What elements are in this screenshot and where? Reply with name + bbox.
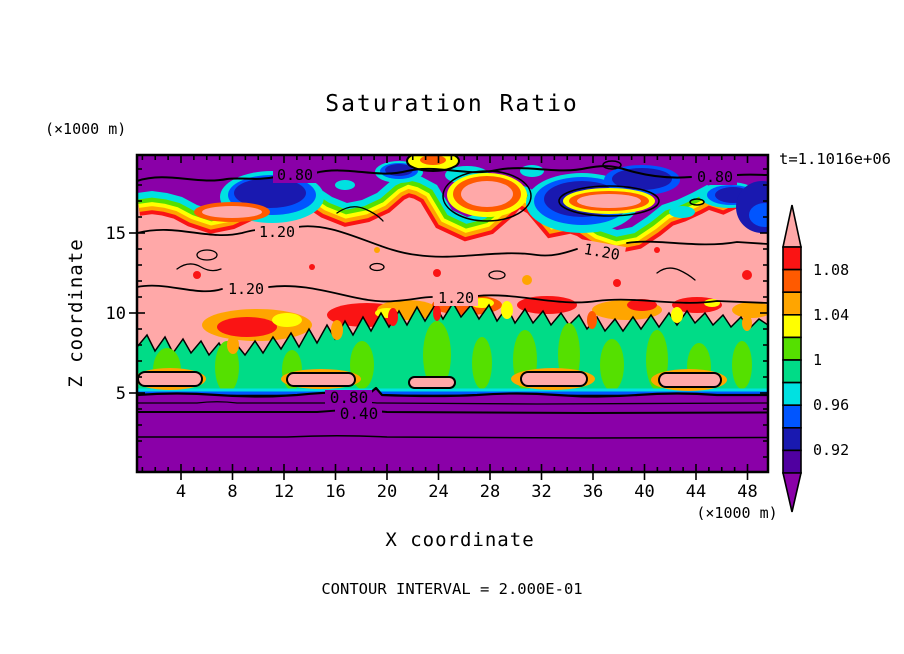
colorbar-tick-label: 1.08 [813, 261, 849, 279]
bottom-fringe-blue [137, 391, 768, 395]
x-tick-label: 24 [428, 482, 448, 502]
x-tick-label: 48 [737, 482, 757, 502]
y-axis-unit: (×1000 m) [45, 120, 126, 138]
map-area: 0.80 0.80 1.20 1.20 1.20 1.20 0.80 0.40 [137, 155, 768, 472]
contour-label: 1.20 [228, 280, 264, 298]
colorbar-arrow-top [782, 204, 802, 248]
contour-label: 1.20 [582, 240, 621, 264]
fringe-pink-lenses [194, 170, 660, 222]
x-tick-label: 36 [583, 482, 603, 502]
colorbar-segment [782, 246, 802, 271]
time-annotation: t=1.1016e+06 [779, 150, 891, 168]
colorbar-tick-label: 0.92 [813, 441, 849, 459]
contour-label: 1.20 [259, 223, 295, 241]
colorbar-segment [782, 427, 802, 452]
contour-label: 1.20 [438, 289, 474, 307]
y-tick-label: 15 [106, 224, 126, 244]
y-tick-label: 5 [116, 384, 126, 404]
x-axis-unit: (×1000 m) [696, 504, 777, 522]
contour-labels: 0.80 0.80 1.20 1.20 1.20 1.20 0.80 0.40 [224, 166, 737, 423]
green-band-pink-lenses [137, 368, 727, 391]
colorbar-segment [782, 268, 802, 293]
x-axis-label: X coordinate [385, 529, 534, 551]
x-tick-label: 20 [377, 482, 397, 502]
colorbar-segment [782, 449, 802, 474]
x-tick-label: 8 [227, 482, 237, 502]
contour-label: 0.40 [340, 404, 379, 423]
x-tick-label: 44 [686, 482, 706, 502]
page-title: Saturation Ratio [325, 91, 579, 117]
plot-frame [135, 153, 770, 474]
y-tick-label: 10 [106, 304, 126, 324]
top-edge-warm-spot [406, 155, 460, 172]
colorbar: 1.08 1.04 1 0.96 0.92 [781, 204, 849, 513]
x-tick-label: 28 [480, 482, 500, 502]
colorbar-segment [782, 291, 802, 316]
y-axis-label: Z coordinate [65, 238, 87, 387]
contour-label: 0.80 [277, 166, 313, 184]
x-tick-label: 40 [634, 482, 654, 502]
colorbar-segment [782, 381, 802, 407]
y-tick-labels: 15 10 5 [106, 224, 126, 404]
colorbar-segment [782, 359, 802, 384]
colorbar-segment [782, 314, 802, 339]
contour-interval-caption: CONTOUR INTERVAL = 2.000E-01 [321, 580, 582, 598]
contour-label: 0.80 [697, 168, 733, 186]
x-tick-label: 32 [531, 482, 551, 502]
bottom-fringe-cyan [137, 388, 768, 392]
colorbar-segment [782, 404, 802, 429]
x-tick-label: 16 [325, 482, 345, 502]
colorbar-tick-label: 1.04 [813, 306, 849, 324]
x-tick-label: 4 [176, 482, 186, 502]
colorbar-segment [782, 336, 802, 361]
x-tick-label: 12 [274, 482, 294, 502]
x-tick-labels: 4 8 12 16 20 24 28 32 36 40 44 48 [176, 482, 758, 502]
region-bottom-subsaturated [137, 388, 768, 472]
mid-layer-warm-cells [193, 247, 768, 341]
colorbar-arrow-bottom [781, 472, 803, 513]
contour-label: 0.80 [330, 388, 369, 407]
colorbar-tick-label: 0.96 [813, 396, 849, 414]
colorbar-tick-label: 1 [813, 351, 822, 369]
